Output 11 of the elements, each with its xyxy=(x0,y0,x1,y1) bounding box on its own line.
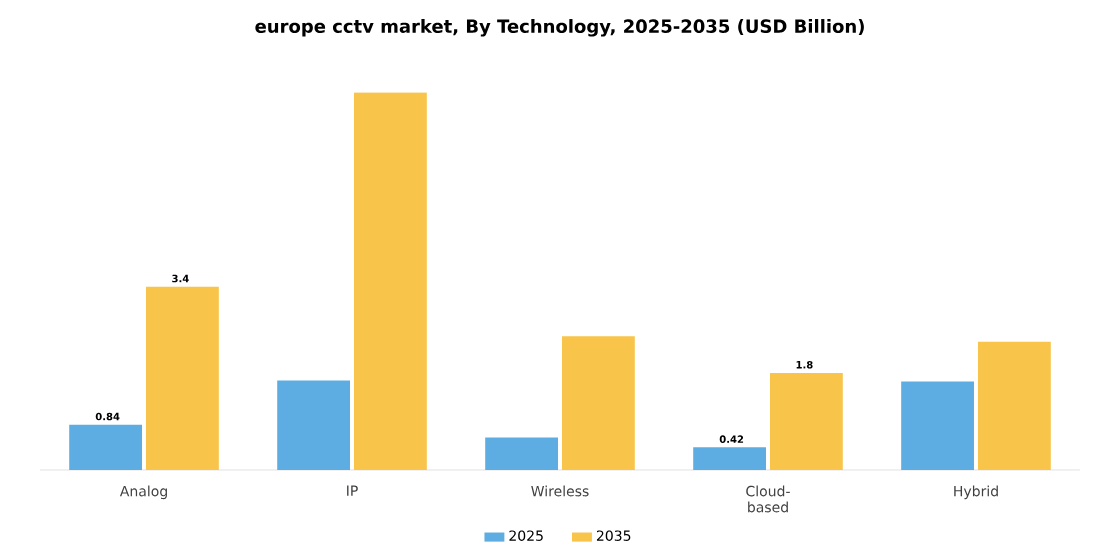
bar xyxy=(354,92,427,470)
bar xyxy=(277,380,351,470)
bar xyxy=(693,447,766,470)
bar xyxy=(901,381,974,470)
bar xyxy=(769,372,843,470)
bar xyxy=(69,424,143,470)
bar xyxy=(977,341,1051,470)
bar xyxy=(485,437,558,470)
bar xyxy=(146,286,219,470)
bar xyxy=(562,336,635,470)
chart-title: europe cctv market, By Technology, 2025-2035 (USD Billion) xyxy=(255,19,864,37)
